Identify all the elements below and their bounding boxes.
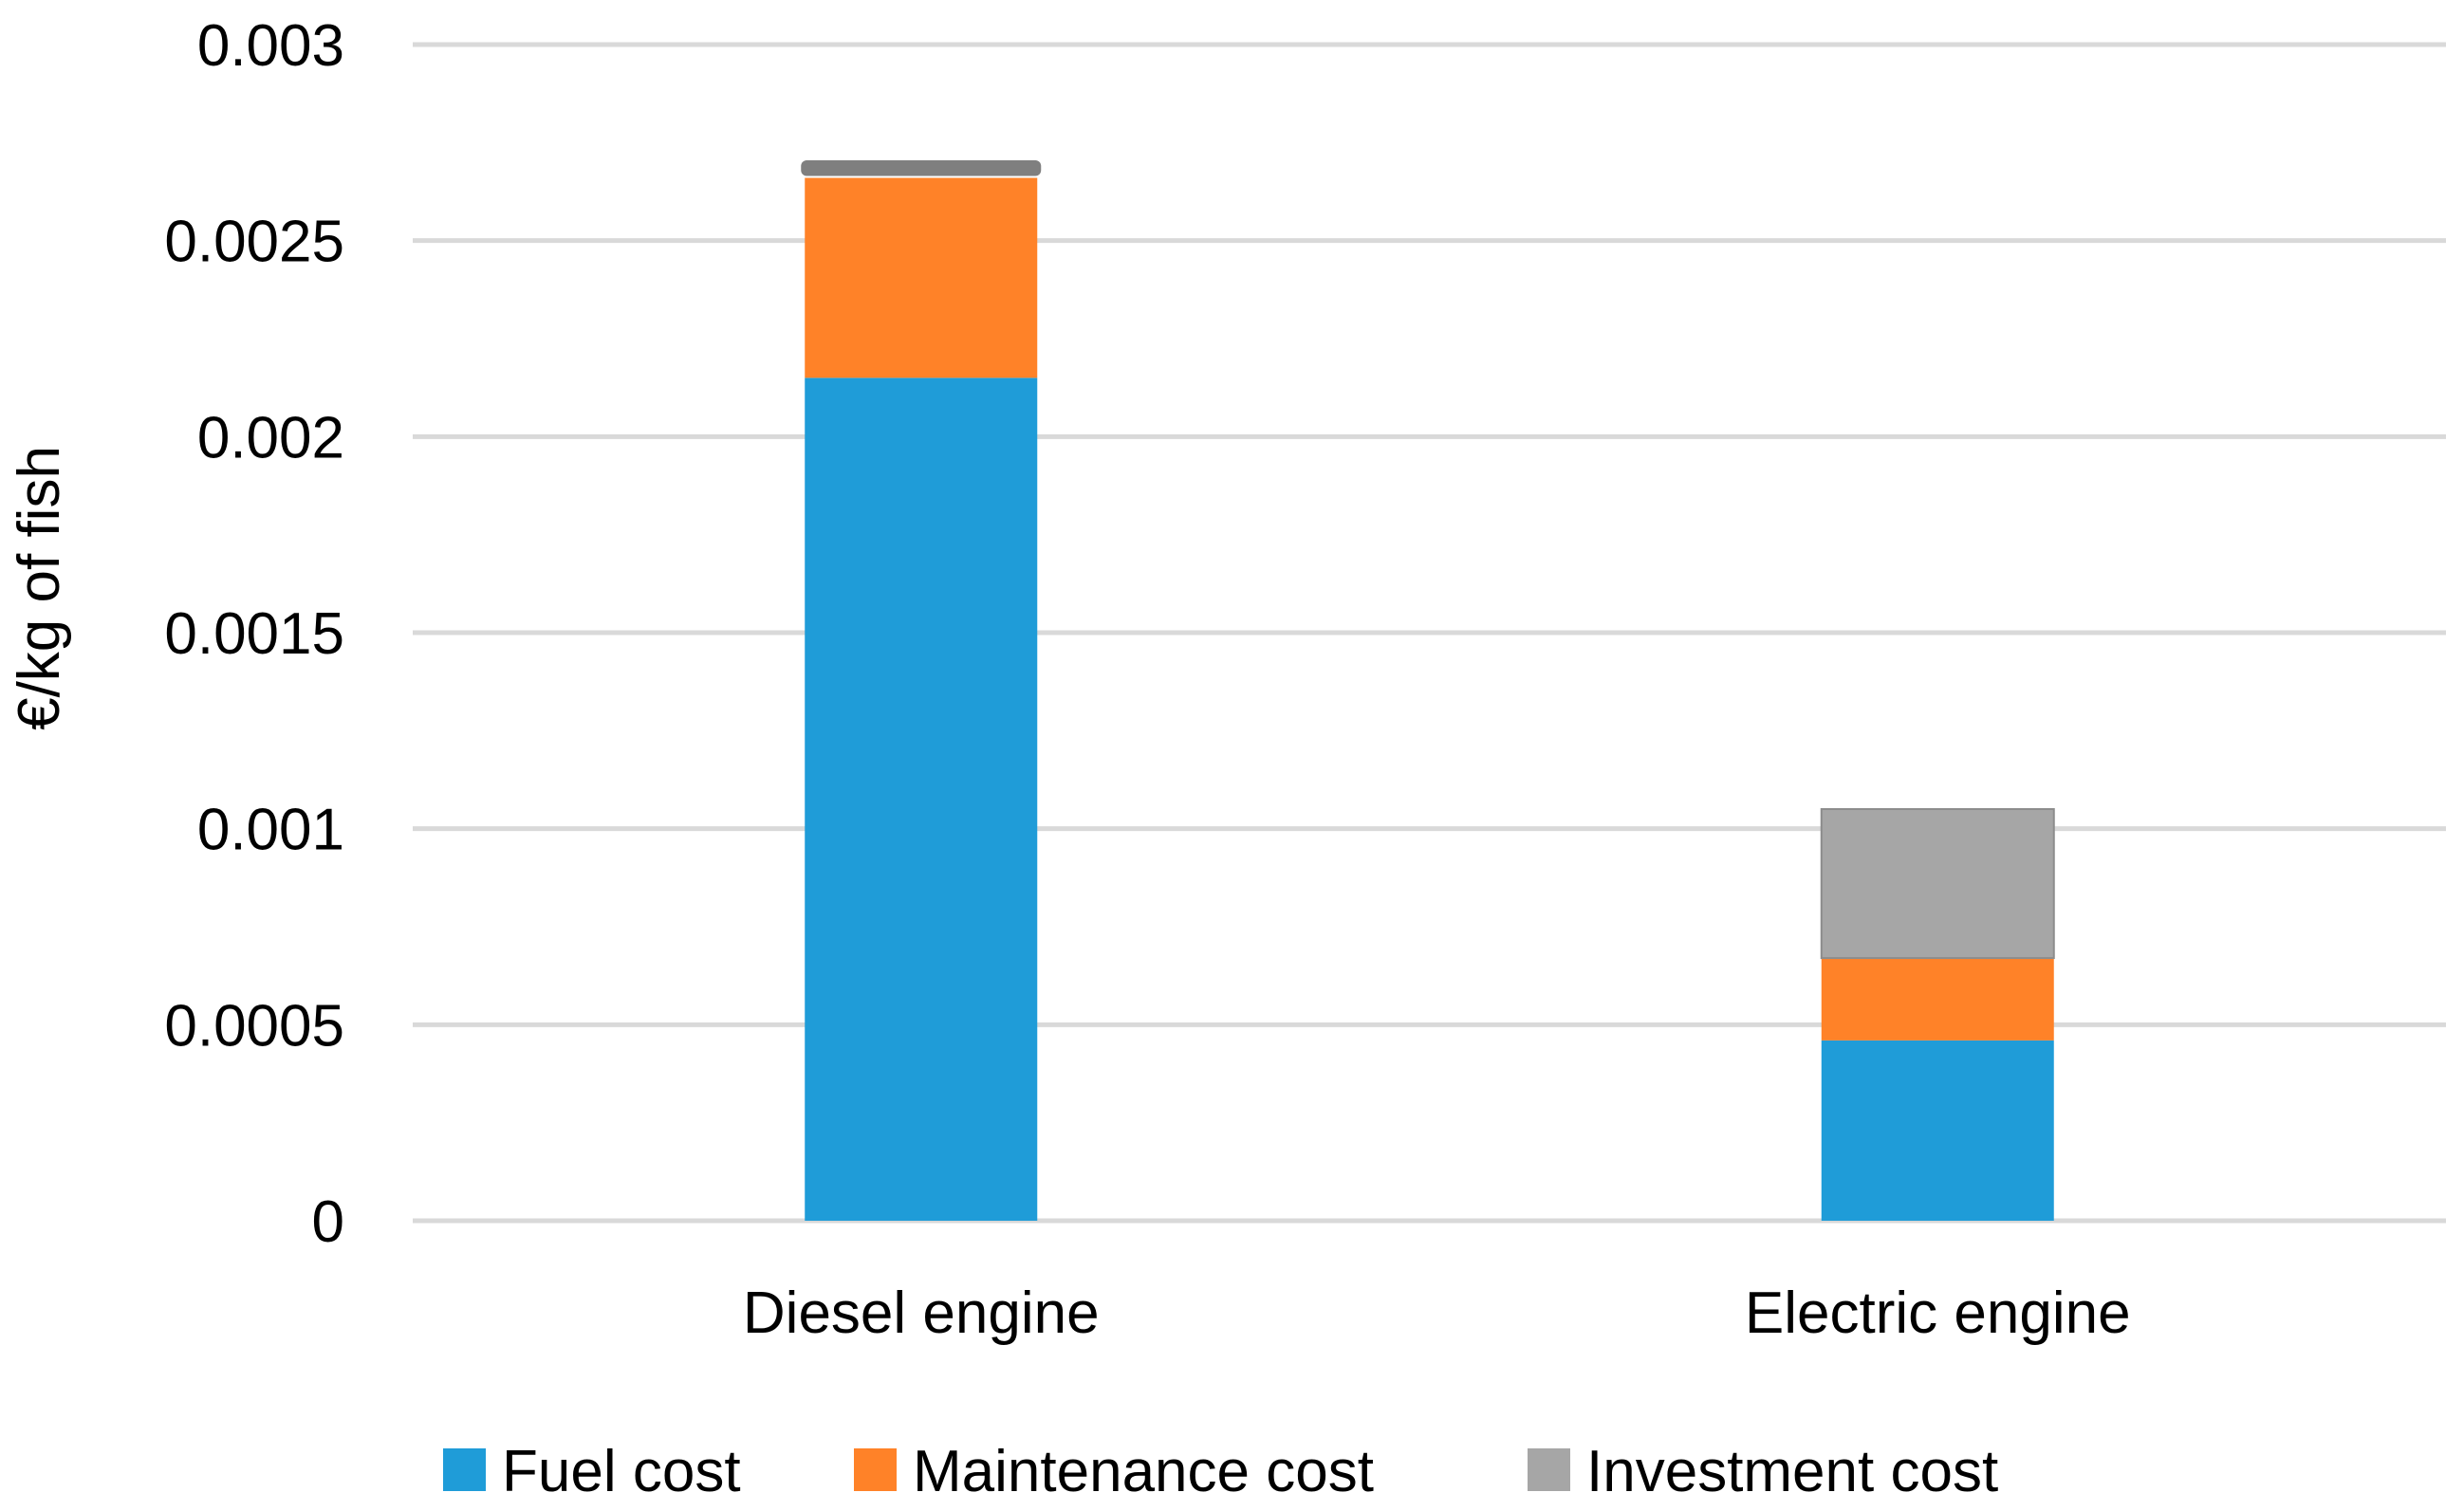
legend-label: Fuel cost <box>502 1439 741 1504</box>
bar-segment-maintenance-cost <box>1821 958 2054 1041</box>
x-category-label: Electric engine <box>1745 1281 2131 1346</box>
y-axis-title: €/kg of fish <box>7 446 72 730</box>
legend-label: Maintenance cost <box>913 1439 1374 1504</box>
y-tick-label: 0 <box>312 1189 344 1255</box>
y-tick-label: 0.003 <box>197 13 344 79</box>
bars <box>801 160 2055 1221</box>
legend-label: Investment cost <box>1586 1439 1998 1504</box>
y-axis-ticks: 0 0.0005 0.001 0.0015 0.002 0.0025 0.003 <box>164 13 344 1255</box>
bar-segment-fuel-cost <box>1821 1040 2054 1221</box>
gridlines <box>413 42 2446 1224</box>
x-axis-category-labels: Diesel engine Electric engine <box>743 1281 2131 1346</box>
y-tick-label: 0.0015 <box>164 601 344 667</box>
x-category-label: Diesel engine <box>743 1281 1100 1346</box>
bar-segment-maintenance-cost <box>805 177 1038 378</box>
y-tick-label: 0.0005 <box>164 993 344 1059</box>
bar-segment-investment-cost <box>1820 808 2055 960</box>
legend-swatch <box>443 1448 486 1491</box>
y-tick-label: 0.0025 <box>164 210 344 275</box>
bar-segment-fuel-cost <box>805 378 1038 1221</box>
legend-swatch <box>854 1448 897 1491</box>
y-tick-label: 0.002 <box>197 405 344 470</box>
legend: Fuel cost Maintenance cost Investment cost <box>443 1439 1998 1504</box>
legend-swatch <box>1528 1448 1570 1491</box>
y-tick-label: 0.001 <box>197 798 344 863</box>
bar-segment-investment-cost <box>801 160 1042 176</box>
